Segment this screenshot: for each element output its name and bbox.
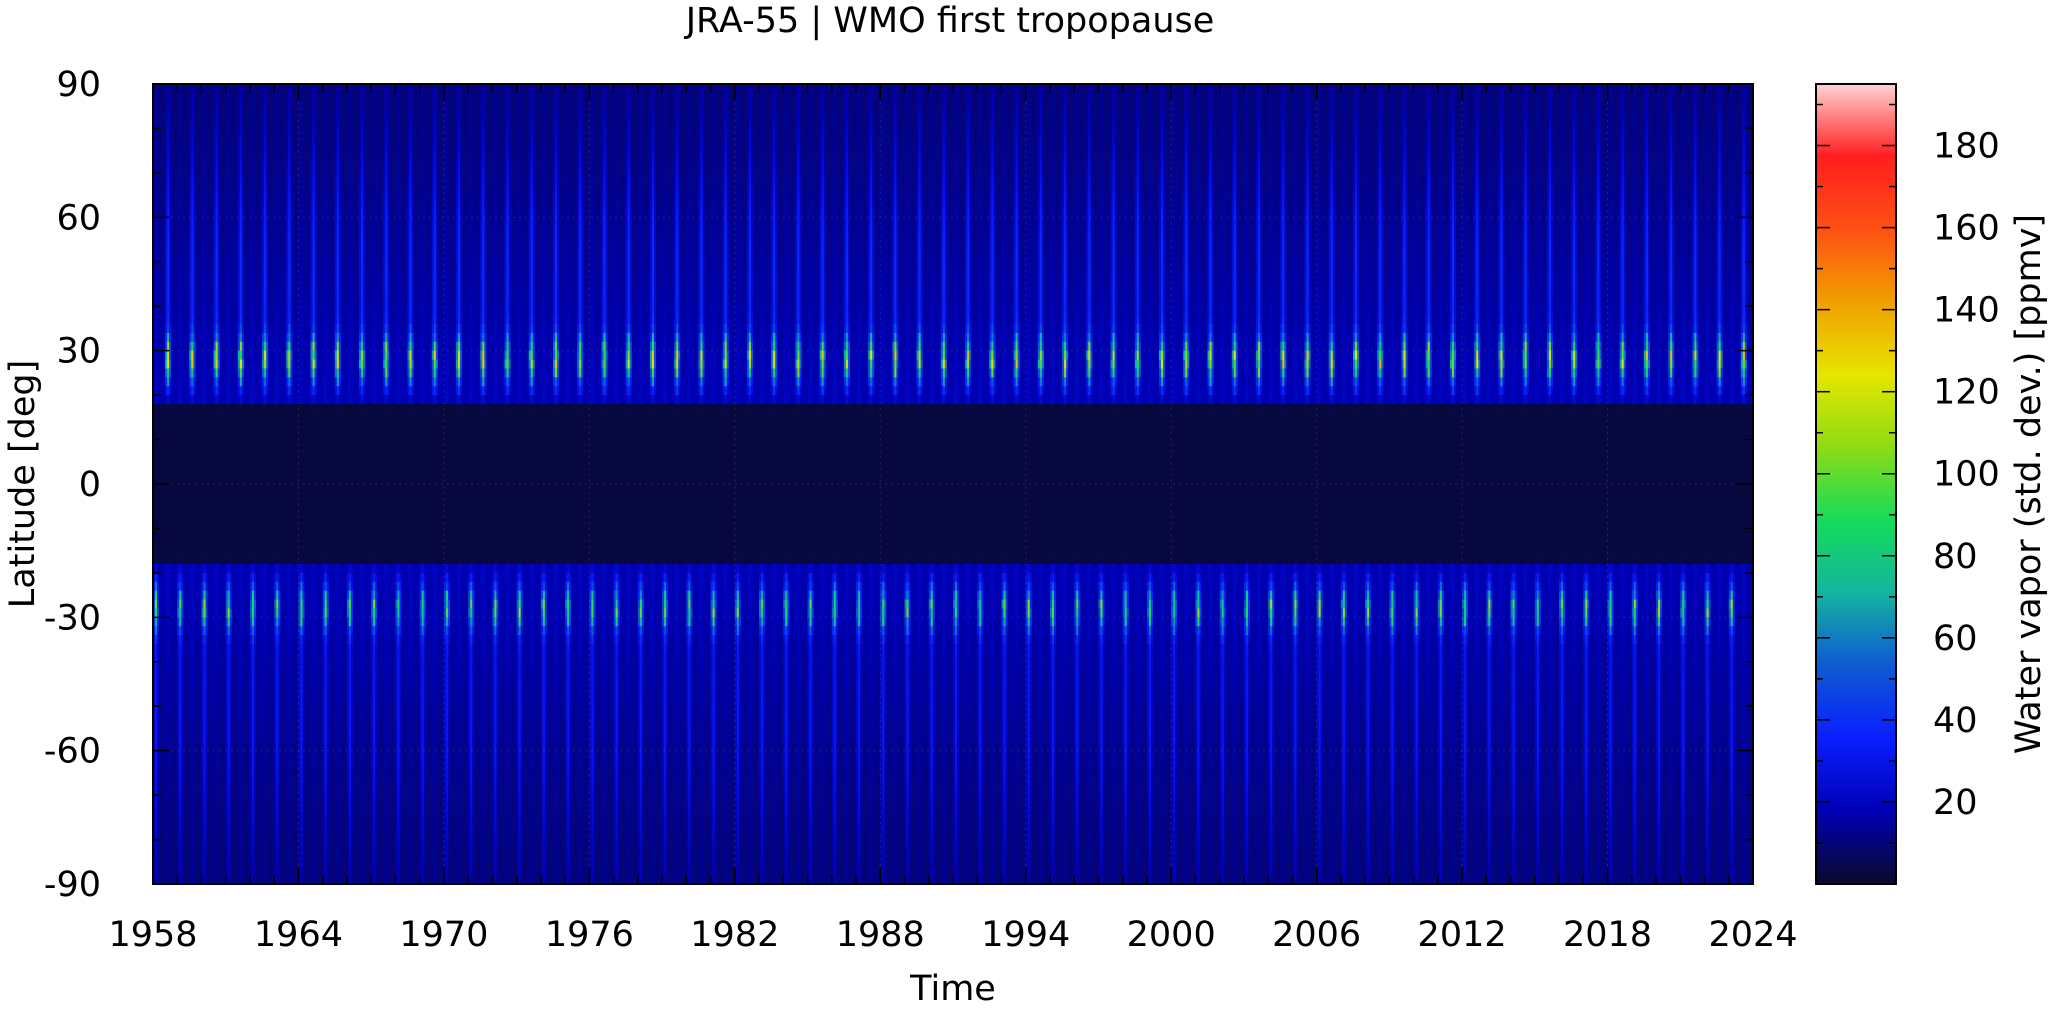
chart-title: JRA-55 | WMO first tropopause [684,1,1215,41]
plot-area [153,84,1754,885]
